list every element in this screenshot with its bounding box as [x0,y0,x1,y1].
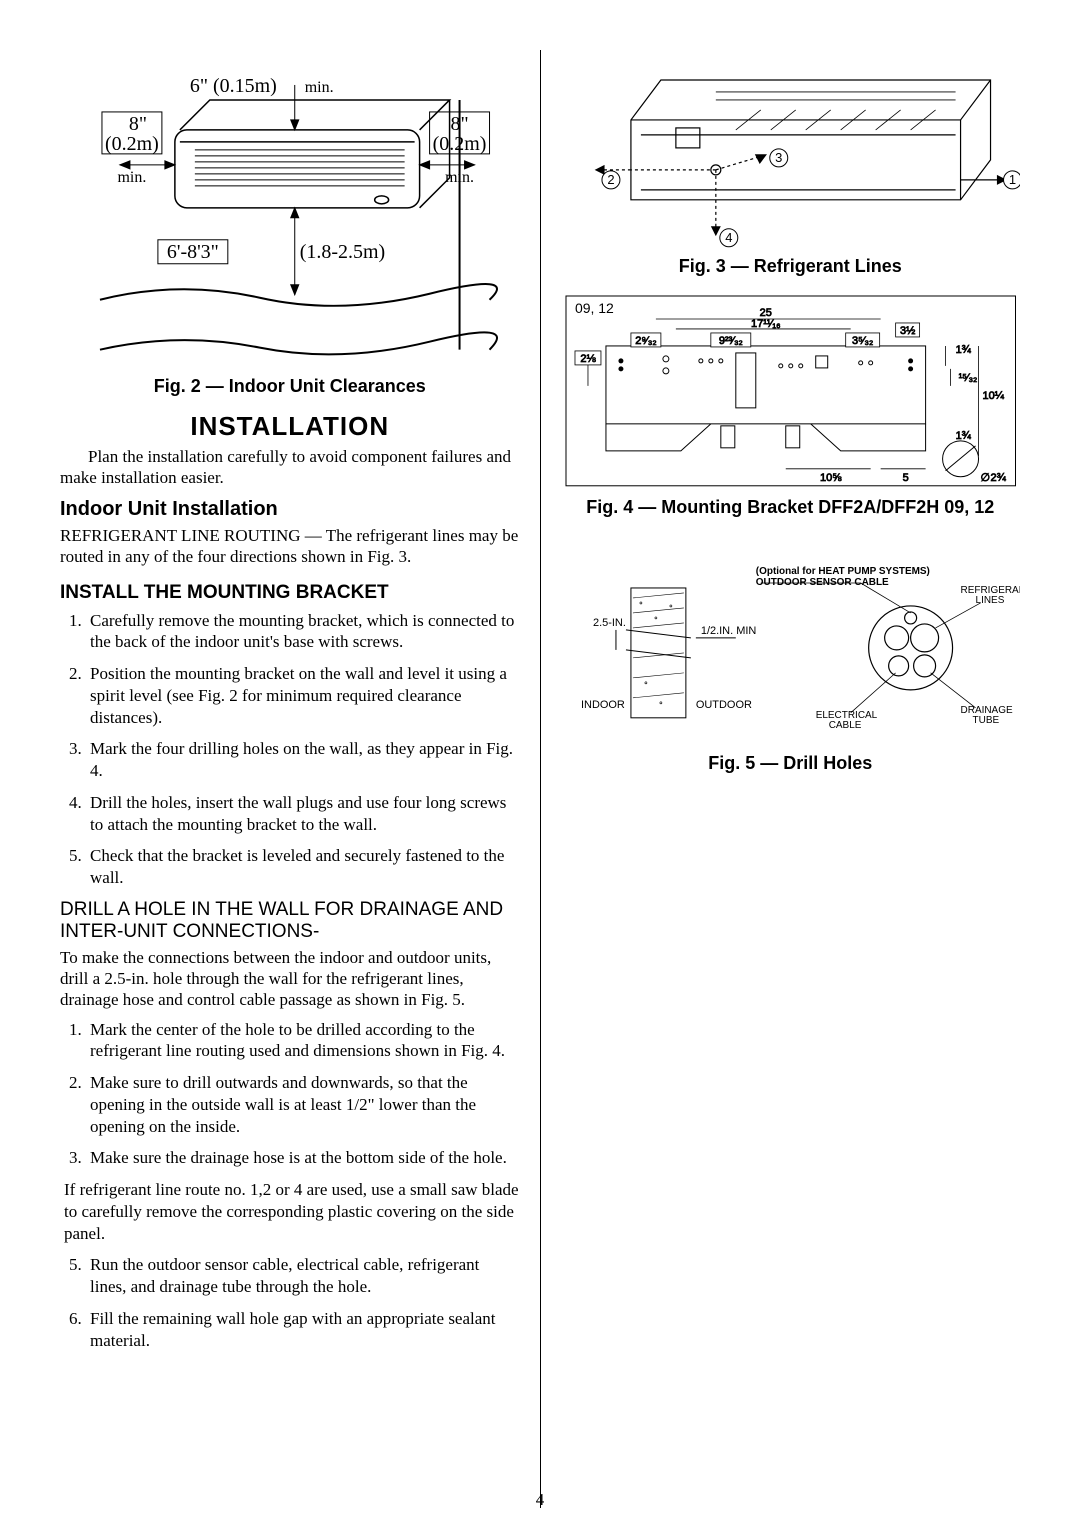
label: (Optional for HEAT PUMP SYSTEMS) [755,566,929,577]
figure-5-caption: Fig. 5 — Drill Holes [561,753,1021,774]
list-item: Check that the bracket is leveled and se… [86,845,520,889]
figure-4-caption: Fig. 4 — Mounting Bracket DFF2A/DFF2H 09… [561,497,1021,518]
label: 2.5-IN. [592,616,625,628]
list-item: Drill the holes, insert the wall plugs a… [86,792,520,836]
dim: 10⅝ [820,472,842,484]
figure-2: 6" (0.15m) min. 8" (0.2m) min. [60,50,520,397]
column-divider [540,50,541,1508]
right-column: 1 2 3 4 Fig. 3 — Refrigerant Lines 09, 1… [561,50,1021,1508]
fig4-model: 09, 12 [574,300,613,316]
figure-2-caption: Fig. 2 — Indoor Unit Clearances [60,376,520,397]
dim: 2⁹⁄₃₂ [635,335,656,347]
callout-3: 3 [775,150,782,165]
figure-4-image: 09, 12 [561,291,1021,491]
dim: 1¾ [955,430,971,442]
installation-intro: Plan the installation carefully to avoid… [60,446,520,489]
svg-text:CABLE: CABLE [828,719,861,730]
label: OUTDOOR [695,698,751,710]
figure-2-image: 6" (0.15m) min. 8" (0.2m) min. [60,50,520,370]
dim: ¹⁵⁄₃₂ [958,372,977,384]
callout-1: 1 [1008,172,1015,187]
dim-left-min: min. [118,169,147,186]
drill-hole-list: Mark the center of the hole to be drille… [60,1019,520,1352]
dim: 9²³⁄₃₂ [718,335,742,347]
list-item: Make sure to drill outwards and downward… [86,1072,520,1137]
label: INDOOR [580,698,624,710]
left-column: 6" (0.15m) min. 8" (0.2m) min. [60,50,520,1508]
page: 6" (0.15m) min. 8" (0.2m) min. [60,50,1020,1508]
list-item: Run the outdoor sensor cable, electrical… [86,1254,520,1298]
svg-text:LINES: LINES [975,595,1004,606]
mounting-bracket-list: Carefully remove the mounting bracket, w… [60,610,520,889]
figure-3-image: 1 2 3 4 [561,50,1021,250]
figure-3: 1 2 3 4 Fig. 3 — Refrigerant Lines [561,50,1021,277]
figure-4: 09, 12 [561,291,1021,518]
list-item: Make sure the drainage hose is at the bo… [86,1147,520,1169]
dim-top-min: min. [305,79,334,96]
refrigerant-routing-para: REFRIGERANT LINE ROUTING — The refrigera… [60,525,520,568]
label: 1/2.IN. MIN [700,624,756,636]
callout-2: 2 [607,172,614,187]
list-item: Carefully remove the mounting bracket, w… [86,610,520,654]
drill-hole-para: To make the connections between the indo… [60,947,520,1011]
figure-5: 2.5-IN. 1/2.IN. MIN INDOOR OUTDOOR [561,558,1021,775]
list-item: Mark the four drilling holes on the wall… [86,738,520,782]
dim: 10¼ [982,390,1004,402]
dim-top: 6" (0.15m) [190,75,277,97]
installation-heading: INSTALLATION [60,411,520,442]
dim-bottom: 6'-8'3" [167,241,219,263]
svg-text:8": 8" [129,113,147,135]
dim: 3½ [899,325,914,337]
svg-text:∅: ∅ [980,472,990,484]
label: OUTDOOR SENSOR CABLE [755,577,888,588]
dim: 5 [902,472,908,484]
dim: 3⁵⁄₃₂ [852,335,873,347]
list-item: If refrigerant line route no. 1,2 or 4 a… [60,1179,520,1244]
indoor-unit-heading: Indoor Unit Installation [60,498,520,521]
dim: 2¾ [990,472,1006,484]
svg-text:TUBE: TUBE [972,714,999,725]
list-item: Position the mounting bracket on the wal… [86,663,520,728]
dim: 1¾ [955,344,971,356]
figure-5-image: 2.5-IN. 1/2.IN. MIN INDOOR OUTDOOR [561,558,1021,748]
callout-4: 4 [725,230,732,245]
dim: 17¹¹⁄₁₆ [751,318,780,330]
svg-text:(0.2m): (0.2m) [105,133,159,155]
dim: 2⅛ [580,353,596,365]
list-item: Fill the remaining wall hole gap with an… [86,1308,520,1352]
list-item: Mark the center of the hole to be drille… [86,1019,520,1063]
mounting-bracket-heading: INSTALL THE MOUNTING BRACKET [60,582,520,604]
drill-hole-heading: DRILL A HOLE IN THE WALL FOR DRAINAGE AN… [60,899,520,943]
figure-3-caption: Fig. 3 — Refrigerant Lines [561,256,1021,277]
page-number: 4 [536,1490,545,1510]
dim-bottom-2: (1.8-2.5m) [300,241,385,263]
